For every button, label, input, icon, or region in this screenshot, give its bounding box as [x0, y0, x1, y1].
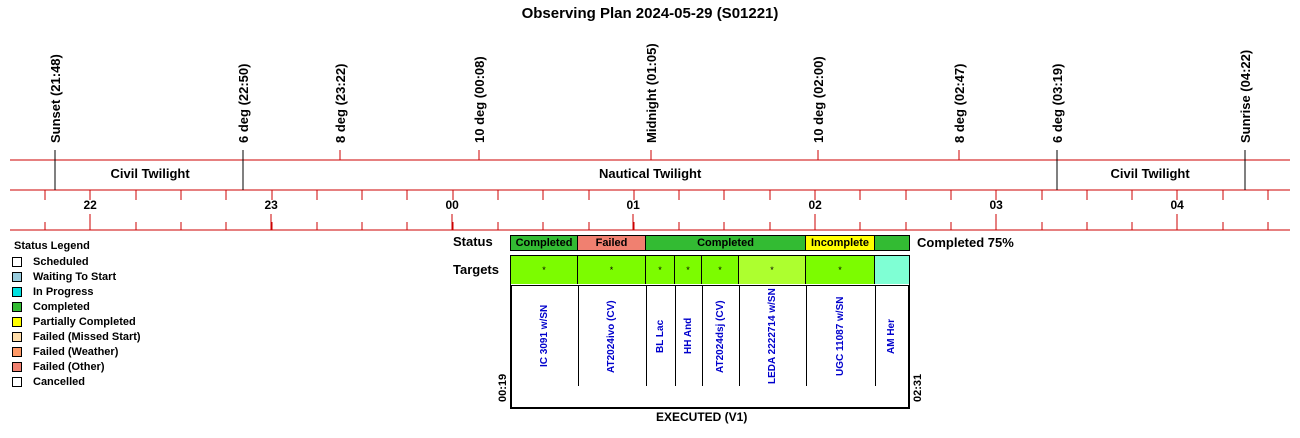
target-name[interactable]: AT2024ivo (CV) [606, 299, 617, 373]
completion-summary: Completed 75% [917, 235, 1014, 250]
event-label: 10 deg (02:00) [811, 56, 826, 143]
target-block[interactable]: * [675, 256, 702, 284]
legend-swatch [12, 377, 22, 387]
target-divider [806, 286, 807, 386]
legend-label: Scheduled [33, 256, 89, 268]
legend-swatch [12, 272, 22, 282]
legend-label: In Progress [33, 286, 94, 298]
status-segment [875, 236, 909, 250]
target-name[interactable]: BL Lac [654, 319, 666, 353]
status-row-label: Status [453, 234, 493, 249]
status-segment: Incomplete [806, 236, 875, 250]
hour-label: 22 [83, 198, 97, 212]
legend-swatch [12, 287, 22, 297]
event-label: 10 deg (00:08) [472, 56, 487, 143]
target-block[interactable]: * [578, 256, 646, 284]
target-block[interactable]: * [511, 256, 578, 284]
legend-label: Partially Completed [33, 316, 136, 328]
target-name[interactable]: IC 3091 w/SN [538, 304, 550, 367]
target-divider [646, 286, 647, 386]
hour-label: 23 [264, 198, 278, 212]
legend-label: Completed [33, 301, 90, 313]
plan-end-time: 02:31 [912, 373, 924, 402]
event-label: 8 deg (02:47) [952, 63, 967, 143]
targets-row-label: Targets [453, 262, 499, 277]
execution-footer: EXECUTED (V1) [656, 410, 748, 424]
hour-label: 01 [626, 198, 640, 212]
event-label: 6 deg (03:19) [1050, 63, 1065, 143]
twilight-label: Civil Twilight [1110, 166, 1190, 181]
status-segment: Completed [511, 236, 578, 250]
target-divider [675, 286, 676, 386]
target-names-frame [510, 285, 910, 409]
status-segment: Completed [646, 236, 806, 250]
target-block[interactable]: * [702, 256, 739, 284]
legend-swatch [12, 257, 22, 267]
twilight-label: Nautical Twilight [599, 166, 702, 181]
target-block[interactable]: * [739, 256, 806, 284]
hour-label: 03 [989, 198, 1003, 212]
legend-swatch [12, 332, 22, 342]
event-label: 6 deg (22:50) [236, 63, 251, 143]
legend-label: Cancelled [33, 376, 85, 388]
plan-start-time: 00:19 [497, 373, 509, 402]
target-divider [702, 286, 703, 386]
plan-title: Observing Plan 2024-05-29 (S01221) [521, 5, 779, 22]
hour-label: 00 [445, 198, 459, 212]
target-divider [875, 286, 876, 386]
legend-label: Failed (Missed Start) [33, 331, 141, 343]
status-row-frame [510, 235, 910, 251]
target-divider [578, 286, 579, 386]
legend-label: Waiting To Start [33, 271, 117, 283]
event-label: Sunrise (04:22) [1238, 49, 1253, 143]
target-divider [739, 286, 740, 386]
status-segment: Failed [578, 236, 646, 250]
event-label: Sunset (21:48) [48, 54, 63, 143]
target-name[interactable]: UGC 11087 w/SN [834, 296, 846, 376]
twilight-label: Civil Twilight [110, 166, 190, 181]
target-block[interactable]: * [806, 256, 875, 284]
legend-title: Status Legend [14, 240, 90, 252]
legend-label: Failed (Other) [33, 361, 105, 373]
target-block[interactable]: * [646, 256, 675, 284]
legend-label: Failed (Weather) [33, 346, 119, 358]
hour-label: 04 [1170, 198, 1184, 212]
target-name[interactable]: AM Her [886, 318, 897, 354]
target-name[interactable]: HH And [682, 317, 694, 354]
target-name[interactable]: LEDA 2222714 w/SN [766, 288, 778, 384]
event-label: Midnight (01:05) [644, 43, 659, 143]
legend-swatch [12, 302, 22, 312]
event-label: 8 deg (23:22) [333, 63, 348, 143]
legend-swatch [12, 362, 22, 372]
hour-label: 02 [808, 198, 822, 212]
legend-swatch [12, 317, 22, 327]
legend-swatch [12, 347, 22, 357]
target-block[interactable] [875, 256, 909, 284]
target-name[interactable]: AT2024dsj (CV) [714, 299, 726, 373]
